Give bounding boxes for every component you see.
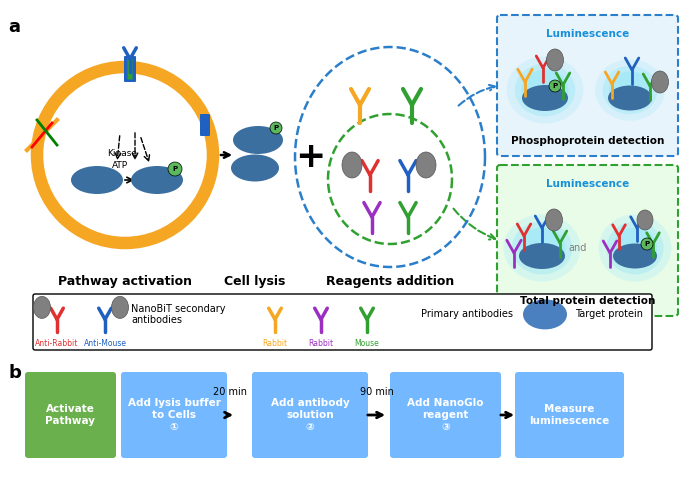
Text: Pathway activation: Pathway activation <box>58 275 192 288</box>
FancyBboxPatch shape <box>390 372 501 458</box>
Ellipse shape <box>233 126 283 154</box>
Ellipse shape <box>503 214 580 282</box>
Text: Add antibody
solution
②: Add antibody solution ② <box>271 398 349 432</box>
Text: Anti-Rabbit: Anti-Rabbit <box>36 340 79 348</box>
Ellipse shape <box>603 66 658 114</box>
Ellipse shape <box>651 71 669 93</box>
Ellipse shape <box>416 152 436 178</box>
Text: Measure
luminescence: Measure luminescence <box>530 404 610 426</box>
Circle shape <box>549 80 561 92</box>
Text: P: P <box>273 125 279 131</box>
Text: Mouse: Mouse <box>355 340 379 348</box>
Text: Target protein: Target protein <box>575 310 643 319</box>
Ellipse shape <box>514 64 575 116</box>
Circle shape <box>168 162 182 176</box>
Text: P: P <box>173 166 177 172</box>
Text: 20 min: 20 min <box>213 387 247 397</box>
Text: Luminescence: Luminescence <box>546 29 629 39</box>
Ellipse shape <box>71 166 123 194</box>
Ellipse shape <box>231 155 279 182</box>
Circle shape <box>37 67 213 243</box>
Text: b: b <box>8 364 21 382</box>
Text: Rabbit: Rabbit <box>262 340 288 348</box>
Ellipse shape <box>522 85 568 111</box>
Text: Cell lysis: Cell lysis <box>224 275 286 288</box>
Ellipse shape <box>637 210 653 230</box>
Ellipse shape <box>595 59 665 121</box>
Ellipse shape <box>112 297 129 318</box>
Ellipse shape <box>613 227 657 269</box>
Ellipse shape <box>131 166 183 194</box>
Text: NanoBiT secondary
antibodies: NanoBiT secondary antibodies <box>131 304 225 325</box>
Text: +: + <box>295 140 325 174</box>
Circle shape <box>641 238 653 250</box>
FancyBboxPatch shape <box>25 372 116 458</box>
Ellipse shape <box>519 227 565 269</box>
FancyBboxPatch shape <box>497 15 678 156</box>
Text: a: a <box>8 18 20 36</box>
FancyBboxPatch shape <box>124 56 136 82</box>
Text: and: and <box>569 243 586 253</box>
Text: Add NanoGlo
reagent
③: Add NanoGlo reagent ③ <box>408 398 484 432</box>
FancyBboxPatch shape <box>515 372 624 458</box>
Text: 90 min: 90 min <box>360 387 393 397</box>
Ellipse shape <box>512 222 572 274</box>
Ellipse shape <box>523 299 567 329</box>
Circle shape <box>270 122 282 134</box>
Ellipse shape <box>547 49 564 71</box>
FancyBboxPatch shape <box>121 372 227 458</box>
Ellipse shape <box>519 243 565 269</box>
Ellipse shape <box>545 209 562 231</box>
Text: Rabbit: Rabbit <box>308 340 334 348</box>
FancyBboxPatch shape <box>200 114 210 136</box>
Ellipse shape <box>609 71 651 109</box>
Text: Add lysis buffer
to Cells
①: Add lysis buffer to Cells ① <box>127 398 221 432</box>
Ellipse shape <box>521 70 569 111</box>
Text: ATP: ATP <box>112 160 128 170</box>
Ellipse shape <box>608 85 652 111</box>
Text: P: P <box>552 83 558 89</box>
Text: Phosphoprotein detection: Phosphoprotein detection <box>511 136 664 146</box>
Ellipse shape <box>34 297 51 318</box>
Ellipse shape <box>599 214 671 282</box>
Ellipse shape <box>506 57 584 124</box>
Ellipse shape <box>342 152 362 178</box>
Text: Activate
Pathway: Activate Pathway <box>45 404 95 426</box>
Text: Luminescence: Luminescence <box>546 179 629 189</box>
Text: P: P <box>645 241 649 247</box>
FancyBboxPatch shape <box>127 58 132 80</box>
FancyBboxPatch shape <box>497 165 678 316</box>
Text: Reagents addition: Reagents addition <box>326 275 454 288</box>
Ellipse shape <box>606 222 664 274</box>
Text: Total protein detection: Total protein detection <box>520 296 655 306</box>
FancyBboxPatch shape <box>252 372 368 458</box>
Text: Primary antibodies: Primary antibodies <box>421 310 513 319</box>
FancyBboxPatch shape <box>33 294 652 350</box>
Ellipse shape <box>613 243 657 269</box>
Text: Kinase: Kinase <box>107 148 137 157</box>
Text: Anti-Mouse: Anti-Mouse <box>84 340 127 348</box>
